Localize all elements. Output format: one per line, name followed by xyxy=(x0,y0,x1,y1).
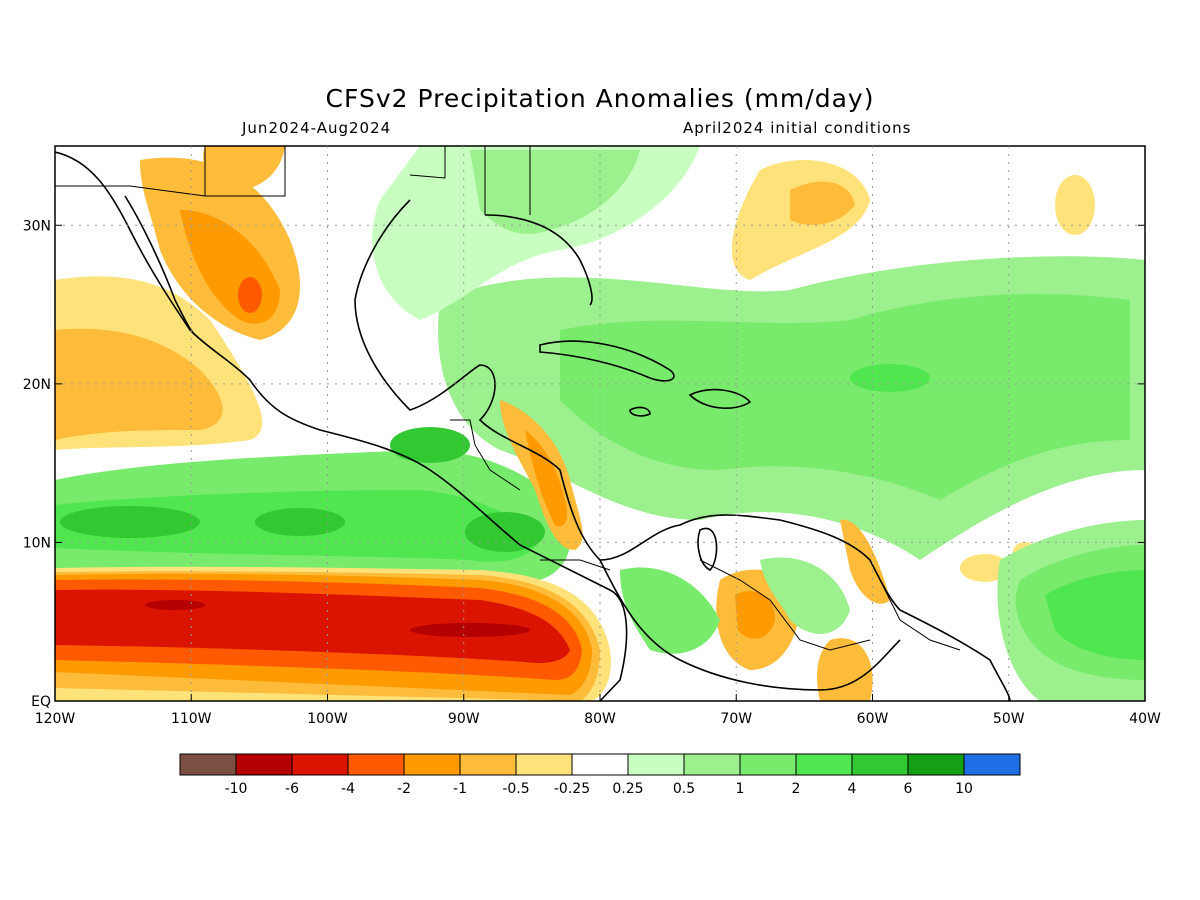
pacific-wet-mid-core xyxy=(255,508,345,536)
colorbar-label: 4 xyxy=(848,781,857,797)
colorbar-swatch xyxy=(627,753,685,776)
colorbar-label: 0.5 xyxy=(673,781,695,797)
lat-tick-label: 20N xyxy=(23,377,51,393)
forecast-period: Jun2024-Aug2024 xyxy=(242,119,392,137)
hispaniola-island xyxy=(688,388,752,409)
colorbar-swatch xyxy=(235,753,293,776)
south-america-interior xyxy=(599,559,901,691)
lon-tick-label: 50W xyxy=(993,711,1025,727)
atlantic-dry-north-core xyxy=(790,181,855,225)
colorbar-swatch xyxy=(963,753,1021,776)
florida-peninsula xyxy=(484,214,593,306)
guiana-dry xyxy=(817,638,873,701)
colorbar-label: 6 xyxy=(904,781,913,797)
colorbar-swatch xyxy=(515,753,573,776)
us-state-border-tx xyxy=(409,146,446,179)
colorbar-label: -2 xyxy=(397,781,411,797)
venezuela-dry-core xyxy=(735,591,775,639)
latitude-axis: EQ 10N 20N 30N xyxy=(23,218,1145,710)
lat-tick-label: 10N xyxy=(23,535,51,551)
colorbar-label: 1 xyxy=(736,781,745,797)
colorbar-swatch xyxy=(739,753,797,776)
lon-tick-label: 80W xyxy=(584,711,616,727)
colorbar-label: 2 xyxy=(792,781,801,797)
nicaragua-coast-dry-core xyxy=(525,430,567,527)
venezuela-border xyxy=(699,559,871,651)
cuba-island xyxy=(539,340,675,382)
maracaibo-lake xyxy=(697,527,718,571)
pacific-wet-west-core xyxy=(60,506,200,538)
lon-tick-label: 40W xyxy=(1129,711,1161,727)
pacific-dry-peak-west xyxy=(145,600,205,610)
us-southwest-dry xyxy=(203,146,285,191)
initial-conditions: April2024 initial conditions xyxy=(683,119,912,137)
coastlines xyxy=(55,151,1011,701)
colorbar-swatch xyxy=(179,753,237,776)
pacific-coastline xyxy=(55,151,628,701)
colorbar-label: -6 xyxy=(285,781,299,797)
west-pacific-dry-inner xyxy=(55,328,223,440)
gulf-caribbean-coastline xyxy=(354,199,1011,701)
colorbar-label: -0.25 xyxy=(554,781,590,797)
panama-colombia-border xyxy=(540,559,611,571)
colorbar-swatch xyxy=(459,753,517,776)
lon-tick-label: 120W xyxy=(35,711,76,727)
map-title: CFSv2 Precipitation Anomalies (mm/day) xyxy=(325,84,875,113)
colorbar-label: 0.25 xyxy=(612,781,643,797)
lon-tick-label: 110W xyxy=(171,711,212,727)
southeast-us-wet xyxy=(470,150,640,234)
longitude-axis: 120W 110W 100W 90W 80W 70W 60W 50W 40W xyxy=(35,694,1161,727)
guianas-borders xyxy=(879,579,961,651)
colorbar: -10 -6 -4 -2 -1 -0.5 -0.25 0.25 0.5 1 2 4 6 10 xyxy=(179,753,1021,797)
venezuela-wet xyxy=(760,557,850,634)
colorbar-swatch xyxy=(851,753,909,776)
lesser-antilles-dry xyxy=(840,519,890,604)
colorbar-swatch xyxy=(571,753,629,776)
equatorial-atlantic-wet-core xyxy=(1045,570,1145,660)
lon-tick-label: 70W xyxy=(720,711,752,727)
colorbar-swatch xyxy=(907,753,965,776)
colorbar-label: -1 xyxy=(453,781,467,797)
map-plot-area xyxy=(55,146,1145,701)
guatemala-wet-core xyxy=(390,427,470,463)
colorbar-swatch xyxy=(795,753,853,776)
baja-peninsula xyxy=(124,195,196,336)
colorbar-swatch xyxy=(683,753,741,776)
colorbar-swatch xyxy=(347,753,405,776)
lon-tick-label: 90W xyxy=(448,711,480,727)
colorbar-label: -4 xyxy=(341,781,355,797)
colorbar-swatch xyxy=(403,753,461,776)
lat-tick-label: 30N xyxy=(23,218,51,234)
jamaica-island xyxy=(629,406,651,417)
pacific-dry-peak-east xyxy=(410,623,530,637)
atlantic-dry-east xyxy=(1055,175,1095,235)
atlantic-dry-south xyxy=(960,554,1010,582)
colorbar-label: -0.5 xyxy=(502,781,529,797)
graticule xyxy=(55,146,1145,701)
lon-tick-label: 100W xyxy=(307,711,348,727)
colorbar-label: 10 xyxy=(955,781,973,797)
lon-tick-label: 60W xyxy=(857,711,889,727)
lat-tick-label: EQ xyxy=(31,694,51,710)
colorbar-label: -10 xyxy=(225,781,248,797)
atlantic-wet-core xyxy=(850,364,930,392)
caribbean-wet-medium xyxy=(560,294,1130,500)
colorbar-swatch xyxy=(291,753,349,776)
mexico-dry-peak xyxy=(238,277,262,313)
